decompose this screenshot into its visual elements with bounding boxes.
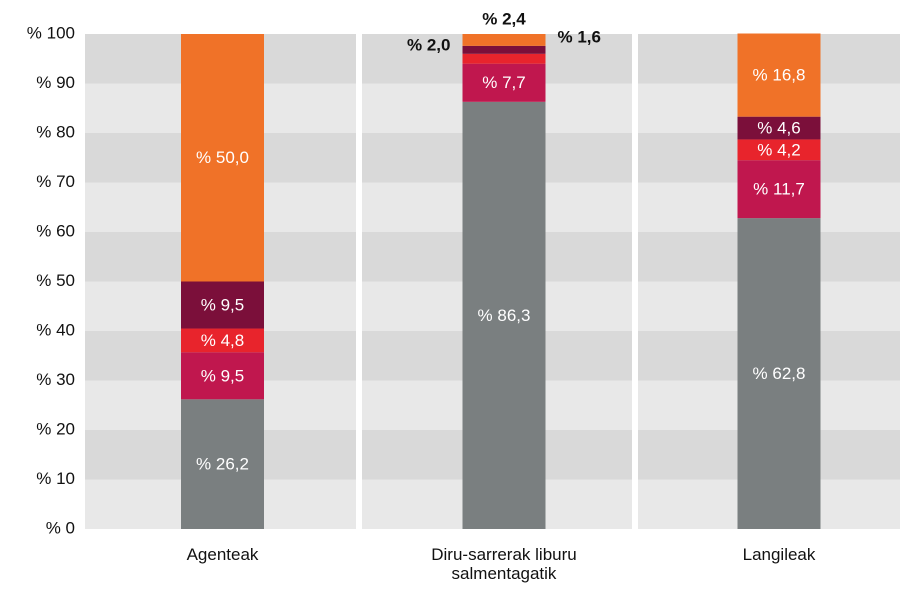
- data-label: % 4,6: [757, 119, 800, 138]
- data-label: % 2,4: [482, 9, 526, 28]
- x-tick-label: Langileak: [742, 545, 816, 564]
- bar-segment: [462, 101, 546, 529]
- data-label: % 4,8: [201, 331, 244, 350]
- bar-segment: [462, 63, 546, 102]
- y-tick-label: % 80: [36, 122, 75, 141]
- x-tick-label: Diru-sarrerak liburu salmentagatik: [431, 545, 577, 583]
- bar-segment: [181, 328, 264, 353]
- y-tick-label: % 90: [36, 73, 75, 92]
- bar-segment: [737, 139, 821, 161]
- y-tick-label: % 20: [36, 419, 75, 438]
- bar-segment: [462, 53, 546, 64]
- bar-segment: [181, 399, 264, 529]
- data-label: % 2,0: [407, 35, 450, 54]
- y-tick-label: % 40: [36, 320, 75, 339]
- y-tick-label: % 10: [36, 469, 75, 488]
- data-label: % 9,5: [201, 366, 244, 385]
- data-label: % 26,2: [196, 455, 249, 474]
- bar-segment: [737, 33, 821, 117]
- data-label: % 50,0: [196, 148, 249, 167]
- y-tick-label: % 50: [36, 271, 75, 290]
- data-label: % 4,2: [757, 140, 800, 159]
- data-label: % 9,5: [201, 295, 244, 314]
- y-tick-label: % 100: [27, 23, 75, 42]
- x-tick-label: Agenteak: [186, 545, 259, 564]
- y-tick-label: % 70: [36, 172, 75, 191]
- bar-segment: [181, 352, 264, 400]
- y-tick-label: % 30: [36, 370, 75, 389]
- bar-segment: [737, 218, 821, 529]
- data-label: % 1,6: [558, 27, 601, 46]
- y-tick-label: % 0: [46, 518, 75, 537]
- data-label: % 11,7: [753, 180, 805, 199]
- bar-segment: [737, 116, 821, 140]
- data-label: % 16,8: [753, 66, 806, 85]
- data-label: % 86,3: [478, 306, 531, 325]
- bar-segment: [462, 34, 546, 46]
- data-label: % 62,8: [753, 364, 806, 383]
- bar-segment: [462, 45, 546, 54]
- data-label: % 7,7: [482, 73, 525, 92]
- bar-segment: [181, 34, 264, 282]
- y-tick-label: % 60: [36, 221, 75, 240]
- bar-segment: [181, 281, 264, 329]
- bar-segment: [737, 160, 821, 219]
